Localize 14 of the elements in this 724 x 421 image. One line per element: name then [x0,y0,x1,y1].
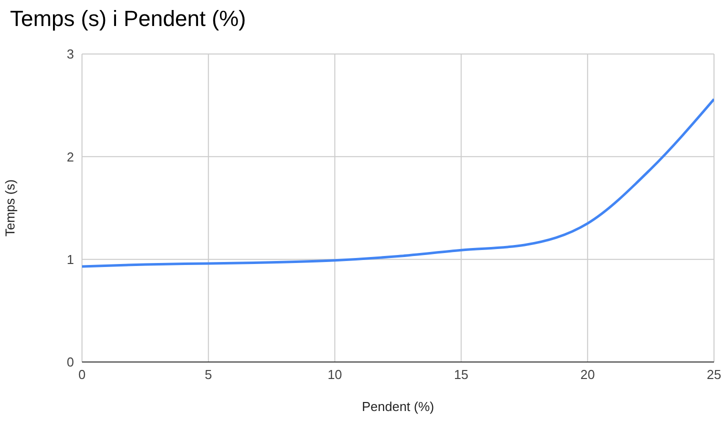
x-tick-label: 25 [706,367,722,382]
chart-title: Temps (s) i Pendent (%) [10,6,246,32]
y-tick-label: 2 [66,149,74,164]
x-tick-label: 0 [78,367,86,382]
x-tick-label: 10 [328,367,342,382]
x-tick-label: 5 [204,367,212,382]
x-tick-label: 15 [454,367,468,382]
y-tick-label: 0 [66,354,74,370]
y-tick-label: 1 [66,252,74,267]
x-axis-title: Pendent (%) [362,399,434,414]
y-axis-title: Temps (s) [2,179,18,237]
y-tick-label: 3 [66,46,74,62]
x-tick-label: 20 [580,367,595,382]
line-series [82,98,714,268]
